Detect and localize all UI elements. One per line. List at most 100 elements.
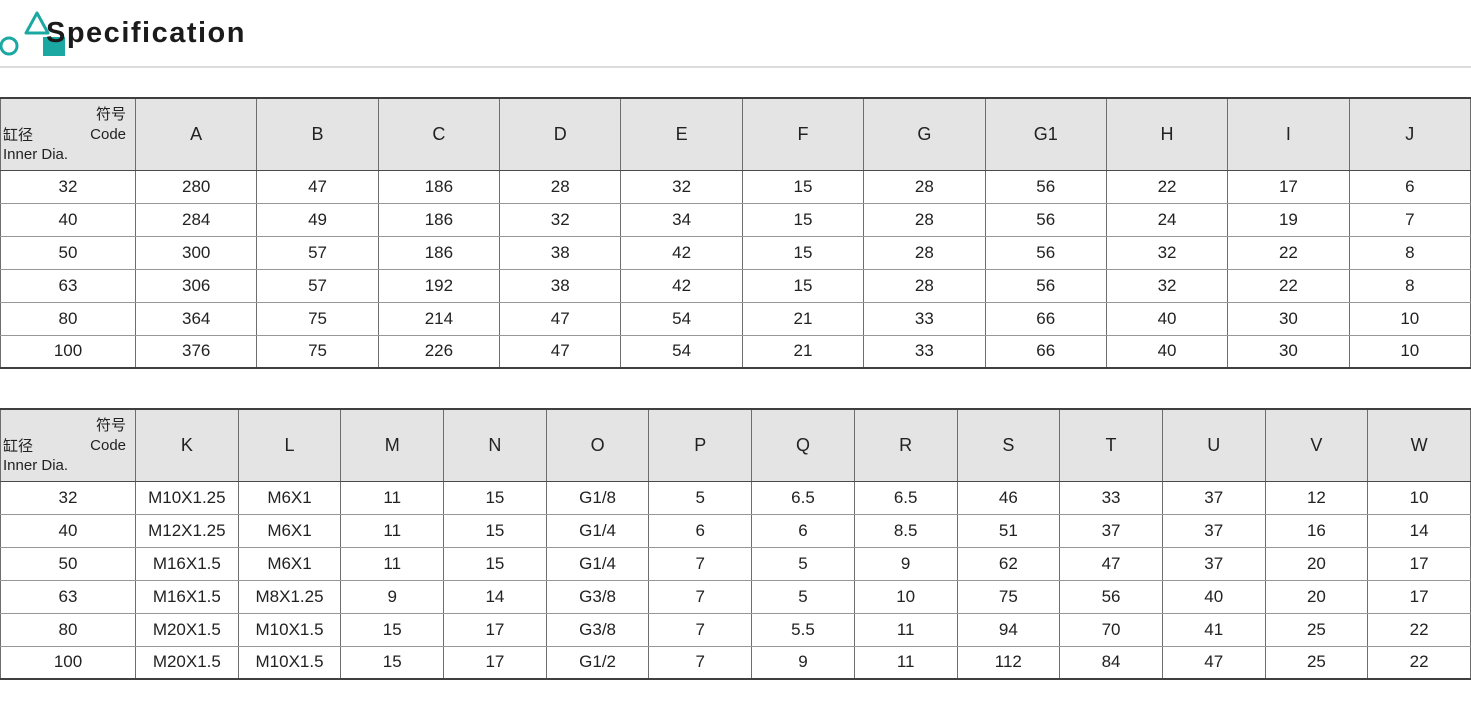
cell: 5.5 <box>751 612 855 647</box>
cell: 7 <box>648 645 753 680</box>
table-row: 40 M12X1.25 M6X1 11 15 G1/4 6 6 8.5 51 37 37 16 14 <box>0 513 1471 548</box>
cell: 56 <box>984 235 1107 270</box>
corner-code-cn: 符号 <box>95 106 126 123</box>
cell: 20 <box>1264 579 1369 614</box>
table-row: 50 300 57 186 38 42 15 28 56 32 22 8 <box>0 235 1471 270</box>
cell: 7 <box>648 579 753 614</box>
cell: 15 <box>443 480 547 515</box>
row-inner-dia: 32 <box>0 480 136 515</box>
cell: 47 <box>499 301 622 336</box>
col-header-O: O <box>545 409 650 482</box>
cell: 7 <box>648 612 753 647</box>
col-header-C: C <box>377 98 501 171</box>
cell: 30 <box>1227 334 1350 369</box>
cell: 7 <box>648 546 753 581</box>
cell: 32 <box>620 169 743 204</box>
cell: G1/2 <box>545 645 650 680</box>
cell: 56 <box>984 202 1107 237</box>
col-header-V: V <box>1264 409 1369 482</box>
cell: 186 <box>377 235 501 270</box>
row-inner-dia: 50 <box>0 235 136 270</box>
row-inner-dia: 40 <box>0 202 136 237</box>
cell: 75 <box>256 334 379 369</box>
cell: 47 <box>1161 645 1266 680</box>
cell: 11 <box>340 480 445 515</box>
cell: M20X1.5 <box>135 645 239 680</box>
corner-inner-dia-cn: 缸径 <box>3 126 34 144</box>
cell: 24 <box>1105 202 1229 237</box>
cell: 56 <box>984 268 1107 303</box>
table-row: 50 M16X1.5 M6X1 11 15 G1/4 7 5 9 62 47 37 20 17 <box>0 546 1471 581</box>
corner-inner-dia-label: 缸径 Inner Dia. <box>3 126 68 165</box>
col-header-N: N <box>443 409 547 482</box>
row-inner-dia: 40 <box>0 513 136 548</box>
col-header-F: F <box>741 98 865 171</box>
cell: 37 <box>1161 546 1266 581</box>
cell: 49 <box>256 202 379 237</box>
cell: 226 <box>377 334 501 369</box>
cell: 112 <box>956 645 1061 680</box>
cell: 214 <box>377 301 501 336</box>
row-inner-dia: 100 <box>0 645 136 680</box>
row-inner-dia: 32 <box>0 169 136 204</box>
cell: 22 <box>1367 645 1471 680</box>
page-title: Specification <box>46 17 246 49</box>
cell: 10 <box>1348 301 1471 336</box>
table-body: 32 M10X1.25 M6X1 11 15 G1/8 5 6.5 6.5 46 33 37 12 10 4… <box>0 480 1471 680</box>
cell: 54 <box>620 334 743 369</box>
cell: 8 <box>1348 268 1471 303</box>
cell: 34 <box>620 202 743 237</box>
header-row-group: 符号 Code 缸径 Inner Dia. K L M N O P Q R S T U V W <box>0 409 1471 482</box>
cell: 20 <box>1264 546 1369 581</box>
cell: 11 <box>340 513 445 548</box>
col-header-Q: Q <box>751 409 855 482</box>
cell: 25 <box>1264 645 1369 680</box>
row-inner-dia: 63 <box>0 579 136 614</box>
cell: 186 <box>377 202 501 237</box>
cell: 30 <box>1227 301 1350 336</box>
cell: 41 <box>1161 612 1266 647</box>
table-row: 100 M20X1.5 M10X1.5 15 17 G1/2 7 9 11 112 84 47 25 22 <box>0 645 1471 680</box>
table-row: 40 284 49 186 32 34 15 28 56 24 19 7 <box>0 202 1471 237</box>
cell: 17 <box>1367 579 1471 614</box>
cell: 40 <box>1105 301 1229 336</box>
row-inner-dia: 50 <box>0 546 136 581</box>
cell: 17 <box>443 612 547 647</box>
col-header-L: L <box>237 409 342 482</box>
corner-code-cn: 符号 <box>95 417 126 434</box>
col-header-G: G <box>863 98 986 171</box>
col-header-D: D <box>499 98 622 171</box>
corner-code-en: Code <box>90 436 126 454</box>
cell: 280 <box>134 169 258 204</box>
cell: 54 <box>620 301 743 336</box>
row-inner-dia: 80 <box>0 301 136 336</box>
cell: 17 <box>1367 546 1471 581</box>
col-header-R: R <box>853 409 958 482</box>
cell: 22 <box>1227 235 1350 270</box>
cell: 47 <box>1059 546 1163 581</box>
cell: 25 <box>1264 612 1369 647</box>
row-inner-dia: 80 <box>0 612 136 647</box>
table-row: 63 306 57 192 38 42 15 28 56 32 22 8 <box>0 268 1471 303</box>
table-row: 32 M10X1.25 M6X1 11 15 G1/8 5 6.5 6.5 46 33 37 12 10 <box>0 480 1471 515</box>
cell: 57 <box>256 235 379 270</box>
cell: G3/8 <box>545 612 650 647</box>
cell: 364 <box>134 301 258 336</box>
cell: 33 <box>1059 480 1163 515</box>
cell: G1/4 <box>545 546 650 581</box>
cell: 22 <box>1227 268 1350 303</box>
corner-inner-dia-label: 缸径 Inner Dia. <box>3 437 68 476</box>
cell: 75 <box>956 579 1061 614</box>
cell: 33 <box>863 301 986 336</box>
cell: 37 <box>1059 513 1163 548</box>
cell: 7 <box>1348 202 1471 237</box>
cell: M16X1.5 <box>135 579 239 614</box>
cell: 12 <box>1264 480 1369 515</box>
corner-inner-dia-cn: 缸径 <box>3 437 34 455</box>
cell: 57 <box>256 268 379 303</box>
cell: G3/8 <box>545 579 650 614</box>
col-header-K: K <box>135 409 239 482</box>
cell: 32 <box>1105 268 1229 303</box>
table-body: 32 280 47 186 28 32 15 28 56 22 17 6 40 284 49 186 32 34 1… <box>0 169 1471 369</box>
col-header-J: J <box>1348 98 1471 171</box>
